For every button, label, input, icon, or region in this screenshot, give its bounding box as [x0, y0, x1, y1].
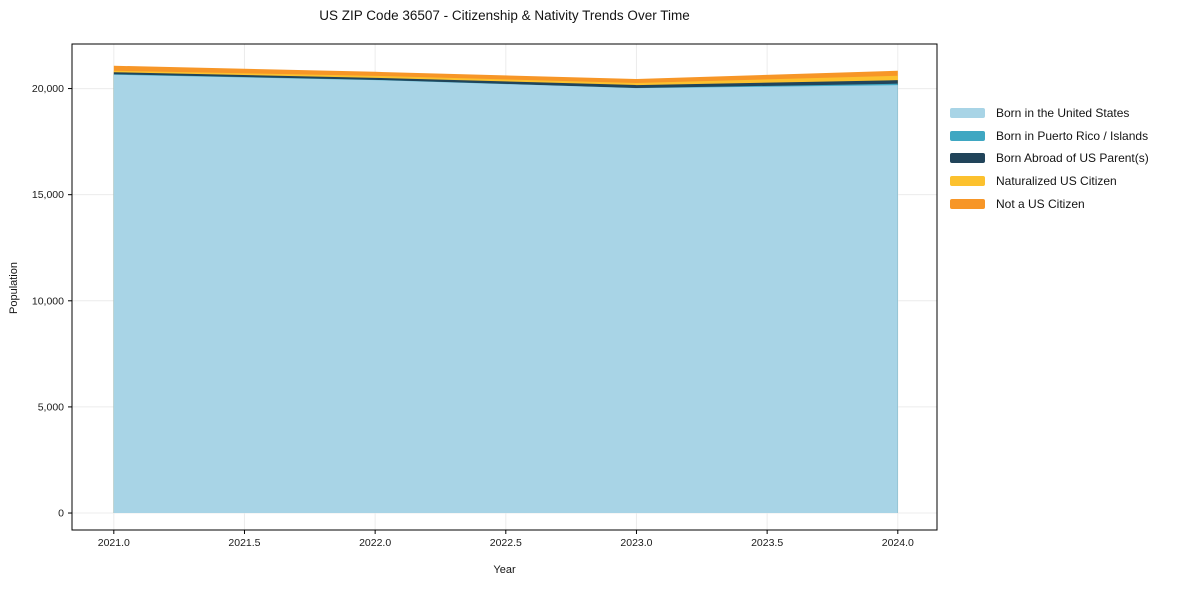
- y-tick-label: 0: [58, 508, 64, 520]
- legend-swatch-icon: [950, 176, 985, 187]
- legend-item: Naturalized US Citizen: [950, 170, 1149, 193]
- legend-label: Naturalized US Citizen: [996, 174, 1117, 189]
- x-tick-label: 2023.5: [751, 537, 783, 549]
- legend-label: Born in the United States: [996, 106, 1130, 121]
- x-tick-label: 2022.5: [490, 537, 522, 549]
- legend-swatch-icon: [950, 198, 985, 209]
- y-tick-label: 15,000: [32, 189, 64, 201]
- legend-swatch-icon: [950, 153, 985, 164]
- y-tick-label: 10,000: [32, 295, 64, 307]
- x-tick-label: 2023.0: [620, 537, 652, 549]
- legend-item: Not a US Citizen: [950, 192, 1149, 215]
- x-tick-label: 2021.5: [228, 537, 260, 549]
- area-series-0: [113, 74, 898, 514]
- legend-swatch-icon: [950, 108, 985, 119]
- x-axis-label: Year: [493, 564, 516, 576]
- legend-label: Born Abroad of US Parent(s): [996, 151, 1149, 166]
- legend-item: Born in Puerto Rico / Islands: [950, 125, 1149, 148]
- chart-title: US ZIP Code 36507 - Citizenship & Nativi…: [319, 8, 690, 23]
- y-axis-label: Population: [8, 262, 20, 314]
- plot-border: [71, 43, 938, 531]
- legend: Born in the United States Born in Puerto …: [950, 102, 1149, 215]
- x-tick-label: 2021.0: [98, 537, 130, 549]
- legend-label: Born in Puerto Rico / Islands: [996, 128, 1149, 143]
- legend-item: Born Abroad of US Parent(s): [950, 147, 1149, 170]
- legend-swatch-icon: [950, 130, 985, 141]
- y-tick-label: 5,000: [38, 401, 64, 413]
- y-tick-label: 20,000: [32, 83, 64, 95]
- x-tick-label: 2024.0: [882, 537, 914, 549]
- legend-label: Not a US Citizen: [996, 196, 1085, 211]
- legend-item: Born in the United States: [950, 102, 1149, 125]
- x-tick-label: 2022.0: [359, 537, 391, 549]
